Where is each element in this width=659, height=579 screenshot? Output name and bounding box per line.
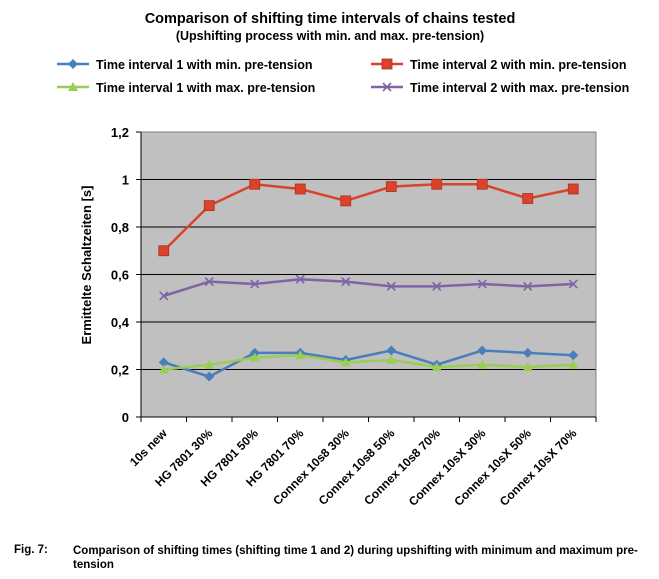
data-point	[477, 279, 487, 289]
caption-text: Comparison of shifting times (shifting t…	[73, 545, 638, 571]
legend-item: Time interval 2 with max. pre-tension	[371, 81, 629, 95]
marker-stroke	[568, 279, 578, 289]
data-point	[204, 359, 215, 369]
data-point	[249, 352, 260, 362]
legend-item: Time interval 2 with min. pre-tension	[371, 58, 626, 72]
y-axis-label: Ermittelte Schaltzeiten [s]	[79, 186, 94, 345]
data-point	[158, 357, 169, 368]
chart: Comparison of shifting time intervals of…	[57, 11, 629, 509]
data-point	[477, 359, 488, 369]
data-point	[431, 362, 442, 372]
data-point	[295, 274, 305, 284]
data-point	[158, 245, 170, 257]
chart-title: Comparison of shifting time intervals of…	[145, 11, 516, 27]
data-point	[568, 359, 579, 369]
data-point	[568, 350, 579, 361]
x-tick-label: Connex 10s8 30%	[270, 426, 352, 508]
marker-stroke	[382, 82, 392, 92]
series-line	[162, 182, 574, 252]
legend: Time interval 1 with min. pre-tension Tim…	[57, 58, 629, 95]
y-tick-label: 0,8	[111, 220, 129, 235]
series-2	[158, 178, 579, 257]
y-tick-label: 0	[122, 410, 129, 425]
data-point	[385, 181, 397, 193]
series-line	[163, 349, 574, 378]
data-point	[386, 355, 397, 364]
series-4	[159, 274, 578, 301]
chart-subtitle: (Upshifting process with min. and max. p…	[176, 29, 484, 43]
data-point	[568, 279, 578, 289]
y-tick-label: 1,2	[111, 125, 129, 140]
data-point	[432, 281, 442, 291]
data-point	[159, 291, 169, 301]
data-point	[523, 281, 533, 291]
data-point	[567, 183, 579, 195]
data-point	[250, 279, 260, 289]
series-line	[163, 277, 574, 298]
data-point	[386, 281, 396, 291]
data-point	[522, 362, 533, 372]
legend-item: Time interval 1 with min. pre-tension	[57, 58, 312, 72]
data-point	[158, 364, 169, 374]
data-point	[522, 193, 534, 204]
data-point	[477, 345, 488, 356]
data-point	[340, 195, 352, 207]
x-tick-label: 10s new	[127, 426, 170, 469]
data-point	[204, 277, 214, 287]
y-tick-label: 1	[122, 173, 129, 188]
x-tick-label: Connex 10sX 30%	[406, 426, 489, 509]
marker-stroke	[159, 291, 169, 301]
series-group	[158, 178, 579, 382]
data-point	[340, 357, 351, 367]
marker-stroke	[523, 281, 533, 291]
x-tick-label: Connex 10sX 50%	[451, 426, 534, 509]
data-point	[386, 345, 397, 356]
caption-label: Fig. 7:	[14, 544, 48, 556]
y-tick-label: 0,4	[111, 315, 130, 330]
x-tick-label: Connex 10sX 70%	[497, 426, 580, 509]
data-point	[295, 350, 306, 360]
legend-item: Time interval 1 with max. pre-tension	[57, 81, 315, 95]
data-point	[294, 183, 306, 195]
data-point	[249, 178, 261, 190]
series-3	[158, 350, 579, 374]
marker-stroke	[432, 281, 442, 291]
data-point	[522, 347, 533, 358]
data-point	[203, 200, 215, 212]
legend-label: Time interval 1 with max. pre-tension	[96, 81, 315, 95]
data-point	[431, 178, 443, 190]
legend-label: Time interval 2 with min. pre-tension	[410, 58, 626, 72]
x-tick-label: Connex 10s8 70%	[361, 426, 443, 508]
marker-stroke	[386, 281, 396, 291]
legend-marker	[382, 82, 392, 92]
marker-stroke	[477, 279, 487, 289]
data-point	[341, 277, 351, 287]
legend-label: Time interval 1 with min. pre-tension	[96, 58, 312, 72]
data-point	[476, 178, 488, 190]
legend-label: Time interval 2 with max. pre-tension	[410, 81, 629, 95]
gridlines	[141, 131, 596, 370]
y-tick-label: 0,6	[111, 268, 129, 283]
legend-marker	[381, 58, 393, 70]
legend-marker	[68, 82, 78, 91]
marker-stroke	[250, 279, 260, 289]
y-tick-label: 0,2	[111, 363, 129, 378]
legend-marker	[68, 59, 78, 69]
x-tick-label: Connex 10s8 50%	[316, 426, 398, 508]
data-point	[204, 371, 215, 382]
marker-stroke	[295, 274, 305, 284]
series-line	[163, 353, 574, 371]
marker-stroke	[341, 277, 351, 287]
marker-stroke	[204, 277, 214, 287]
